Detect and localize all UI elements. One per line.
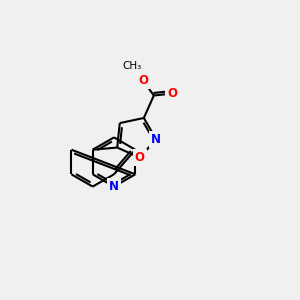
Text: O: O bbox=[167, 87, 177, 100]
Text: O: O bbox=[138, 74, 148, 87]
Text: N: N bbox=[151, 133, 161, 146]
Text: N: N bbox=[109, 180, 119, 193]
Text: O: O bbox=[135, 151, 145, 164]
Text: CH₃: CH₃ bbox=[122, 61, 142, 71]
